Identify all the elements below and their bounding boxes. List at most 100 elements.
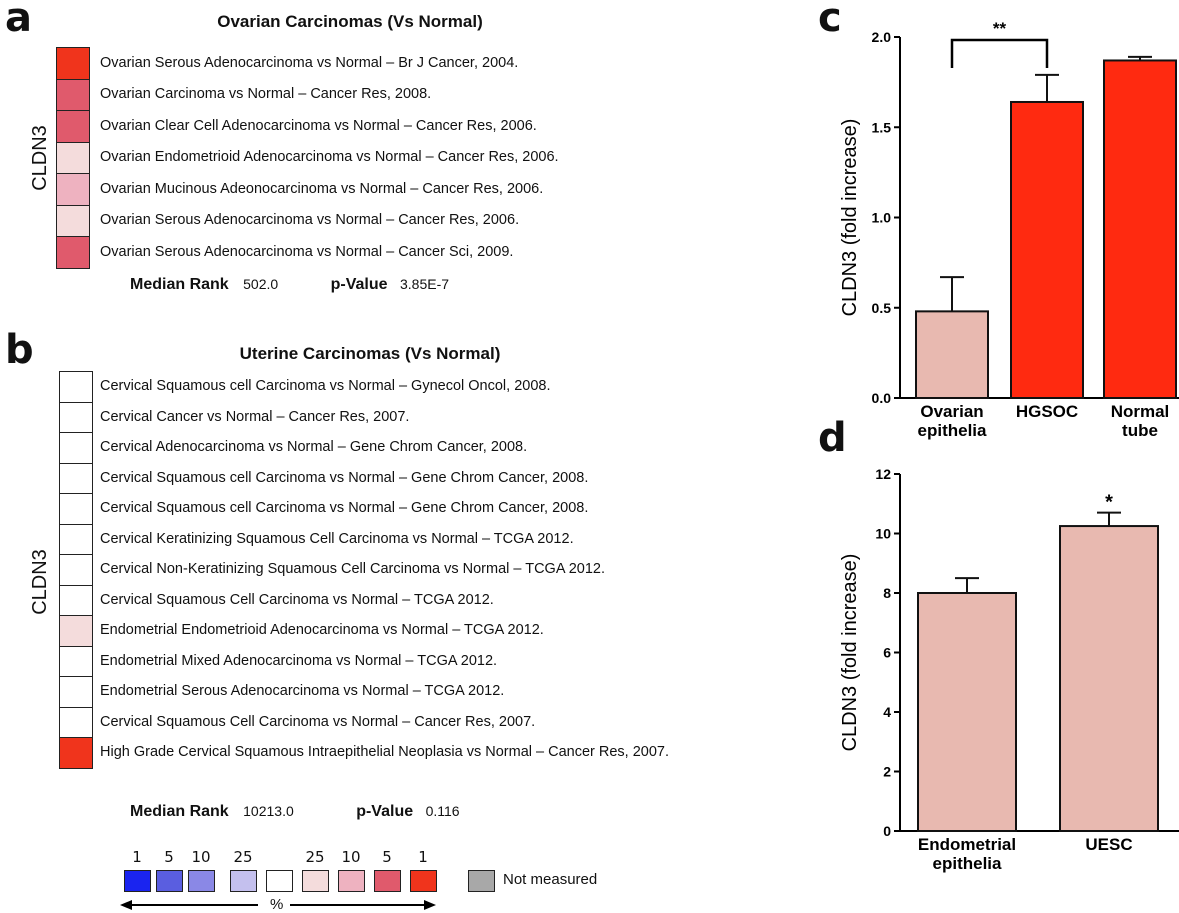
heatmap-row-label: Cervical Cancer vs Normal – Cancer Res, … [100, 408, 410, 425]
significance-label: * [1105, 492, 1113, 514]
median-rank-value: 10213.0 [243, 803, 294, 819]
x-tick-label: Endometrial [918, 835, 1016, 854]
heatmap-cell [59, 645, 93, 677]
heatmap-cell [56, 236, 90, 269]
heatmap-cell [59, 676, 93, 708]
panel-label-a: a [5, 0, 32, 41]
legend-number: 1 [418, 848, 428, 866]
legend-number: 1 [132, 848, 142, 866]
legend-not-measured-swatch [468, 870, 495, 892]
heatmap-row-label: Ovarian Serous Adenocarcinoma vs Normal … [100, 54, 519, 71]
heatmap-row-label: Ovarian Mucinous Adeonocarcinoma vs Norm… [100, 180, 544, 197]
y-axis-label: CLDN3 (fold increase) [839, 119, 861, 317]
heatmap-a-title: Ovarian Carcinomas (Vs Normal) [217, 12, 483, 31]
y-tick-label: 4 [883, 704, 891, 720]
heatmap-cell [56, 204, 90, 237]
heatmap-cell [59, 584, 93, 616]
legend-swatch [302, 870, 329, 892]
heatmap-cell [56, 141, 90, 174]
legend-number: 25 [233, 848, 253, 866]
bar [917, 592, 1017, 832]
x-tick-label: Normal [1111, 402, 1170, 421]
heatmap-cell [56, 110, 90, 143]
y-tick-label: 2.0 [872, 29, 892, 45]
x-tick-label: HGSOC [1016, 402, 1078, 421]
legend-arrows [120, 900, 436, 910]
legend-swatch [374, 870, 401, 892]
y-tick-label: 8 [883, 585, 891, 601]
heatmap-b-stats: Median Rank 10213.0 p-Value 0.116 [130, 803, 460, 821]
heatmap-row-label: Cervical Squamous Cell Carcinoma vs Norm… [100, 591, 494, 608]
heatmap-row-label: Cervical Keratinizing Squamous Cell Carc… [100, 530, 574, 547]
bar [1059, 525, 1159, 832]
heatmap-row-label: Cervical Squamous cell Carcinoma vs Norm… [100, 378, 551, 395]
median-rank-label: Median Rank [130, 803, 229, 820]
heatmap-cell [59, 706, 93, 738]
significance-bracket [950, 38, 1049, 68]
heatmap-row-label: Cervical Adenocarcinoma vs Normal – Gene… [100, 439, 528, 456]
heatmap-cell [56, 78, 90, 111]
legend-swatch [338, 870, 365, 892]
heatmap-cell [59, 615, 93, 647]
heatmap-row-label: Ovarian Endometrioid Adenocarcinoma vs N… [100, 149, 559, 166]
bar [915, 310, 989, 399]
y-tick-label: 10 [875, 526, 891, 542]
pvalue-value: 3.85E-7 [400, 276, 450, 292]
heatmap-cell [59, 371, 93, 403]
heatmap-a-stats: Median Rank 502.0 p-Value 3.85E-7 [130, 276, 449, 294]
x-tick-label: Ovarian [920, 402, 983, 421]
panel-label-b: b [5, 327, 34, 373]
heatmap-cell [59, 401, 93, 433]
legend-arrow-left-head [120, 900, 132, 910]
y-tick-label: 1.0 [872, 210, 892, 226]
pvalue-value: 0.116 [425, 803, 460, 819]
bar [1010, 100, 1084, 399]
heatmap-row-label: Ovarian Clear Cell Adenocarcinoma vs Nor… [100, 117, 537, 134]
legend-percent-label: % [270, 896, 284, 913]
legend-number: 5 [164, 848, 174, 866]
x-tick-label: UESC [1085, 835, 1132, 854]
legend-swatch [156, 870, 183, 892]
heatmap-cell [59, 462, 93, 494]
legend-swatch [230, 870, 257, 892]
heatmap-row-label: Cervical Squamous cell Carcinoma vs Norm… [100, 469, 589, 486]
median-rank-label: Median Rank [130, 276, 229, 293]
y-tick-label: 0 [883, 823, 891, 839]
y-tick-label: 2 [883, 764, 891, 780]
heatmap-row-label: Endometrial Mixed Adenocarcinoma vs Norm… [100, 652, 498, 669]
heatmap-cell [59, 554, 93, 586]
legend-number: 10 [191, 848, 211, 866]
heatmap-cell [56, 173, 90, 206]
heatmap-cell [59, 523, 93, 555]
y-tick-label: 0.5 [872, 300, 892, 316]
y-tick-label: 1.5 [872, 119, 892, 135]
heatmap-row-label: Endometrial Endometrioid Adenocarcinoma … [100, 622, 544, 639]
y-axis-label: CLDN3 (fold increase) [839, 554, 861, 752]
chart-d: CLDN3 (fold increase) 0 2 4 6 8 10 12 Endometria… [839, 466, 1179, 873]
legend-number: 25 [305, 848, 325, 866]
y-tick-label: 6 [883, 645, 891, 661]
legend-not-measured-label: Not measured [503, 871, 598, 888]
legend-swatch [124, 870, 151, 892]
y-tick-label: 12 [875, 466, 891, 482]
legend-swatch [188, 870, 215, 892]
bar [1103, 59, 1177, 400]
heatmap-row-label: Ovarian Carcinoma vs Normal – Cancer Res… [100, 86, 432, 103]
x-tick-label: epithelia [933, 854, 1003, 873]
legend-number: 5 [382, 848, 392, 866]
heatmap-a-gene-label: CLDN3 [29, 125, 51, 191]
panel-label-c: c [818, 0, 842, 41]
heatmap-row-label: Cervical Squamous Cell Carcinoma vs Norm… [100, 713, 536, 730]
pvalue-label: p-Value [356, 803, 414, 820]
heatmap-row-label: Cervical Squamous cell Carcinoma vs Norm… [100, 500, 589, 517]
legend-swatch [266, 870, 293, 892]
legend-number: 10 [341, 848, 361, 866]
heatmap-row-label: High Grade Cervical Squamous Intraepithe… [100, 744, 669, 761]
heatmap-row-label: Ovarian Serous Adenocarcinoma vs Normal … [100, 212, 520, 229]
heatmap-row-label: Cervical Non-Keratinizing Squamous Cell … [100, 561, 606, 578]
legend-swatch [410, 870, 437, 892]
heatmap-b-title: Uterine Carcinomas (Vs Normal) [239, 344, 501, 363]
heatmap-cell [56, 47, 90, 80]
heatmap-row-label: Ovarian Serous Adenocarcinoma vs Normal … [100, 243, 514, 260]
heatmap-cell [59, 432, 93, 464]
